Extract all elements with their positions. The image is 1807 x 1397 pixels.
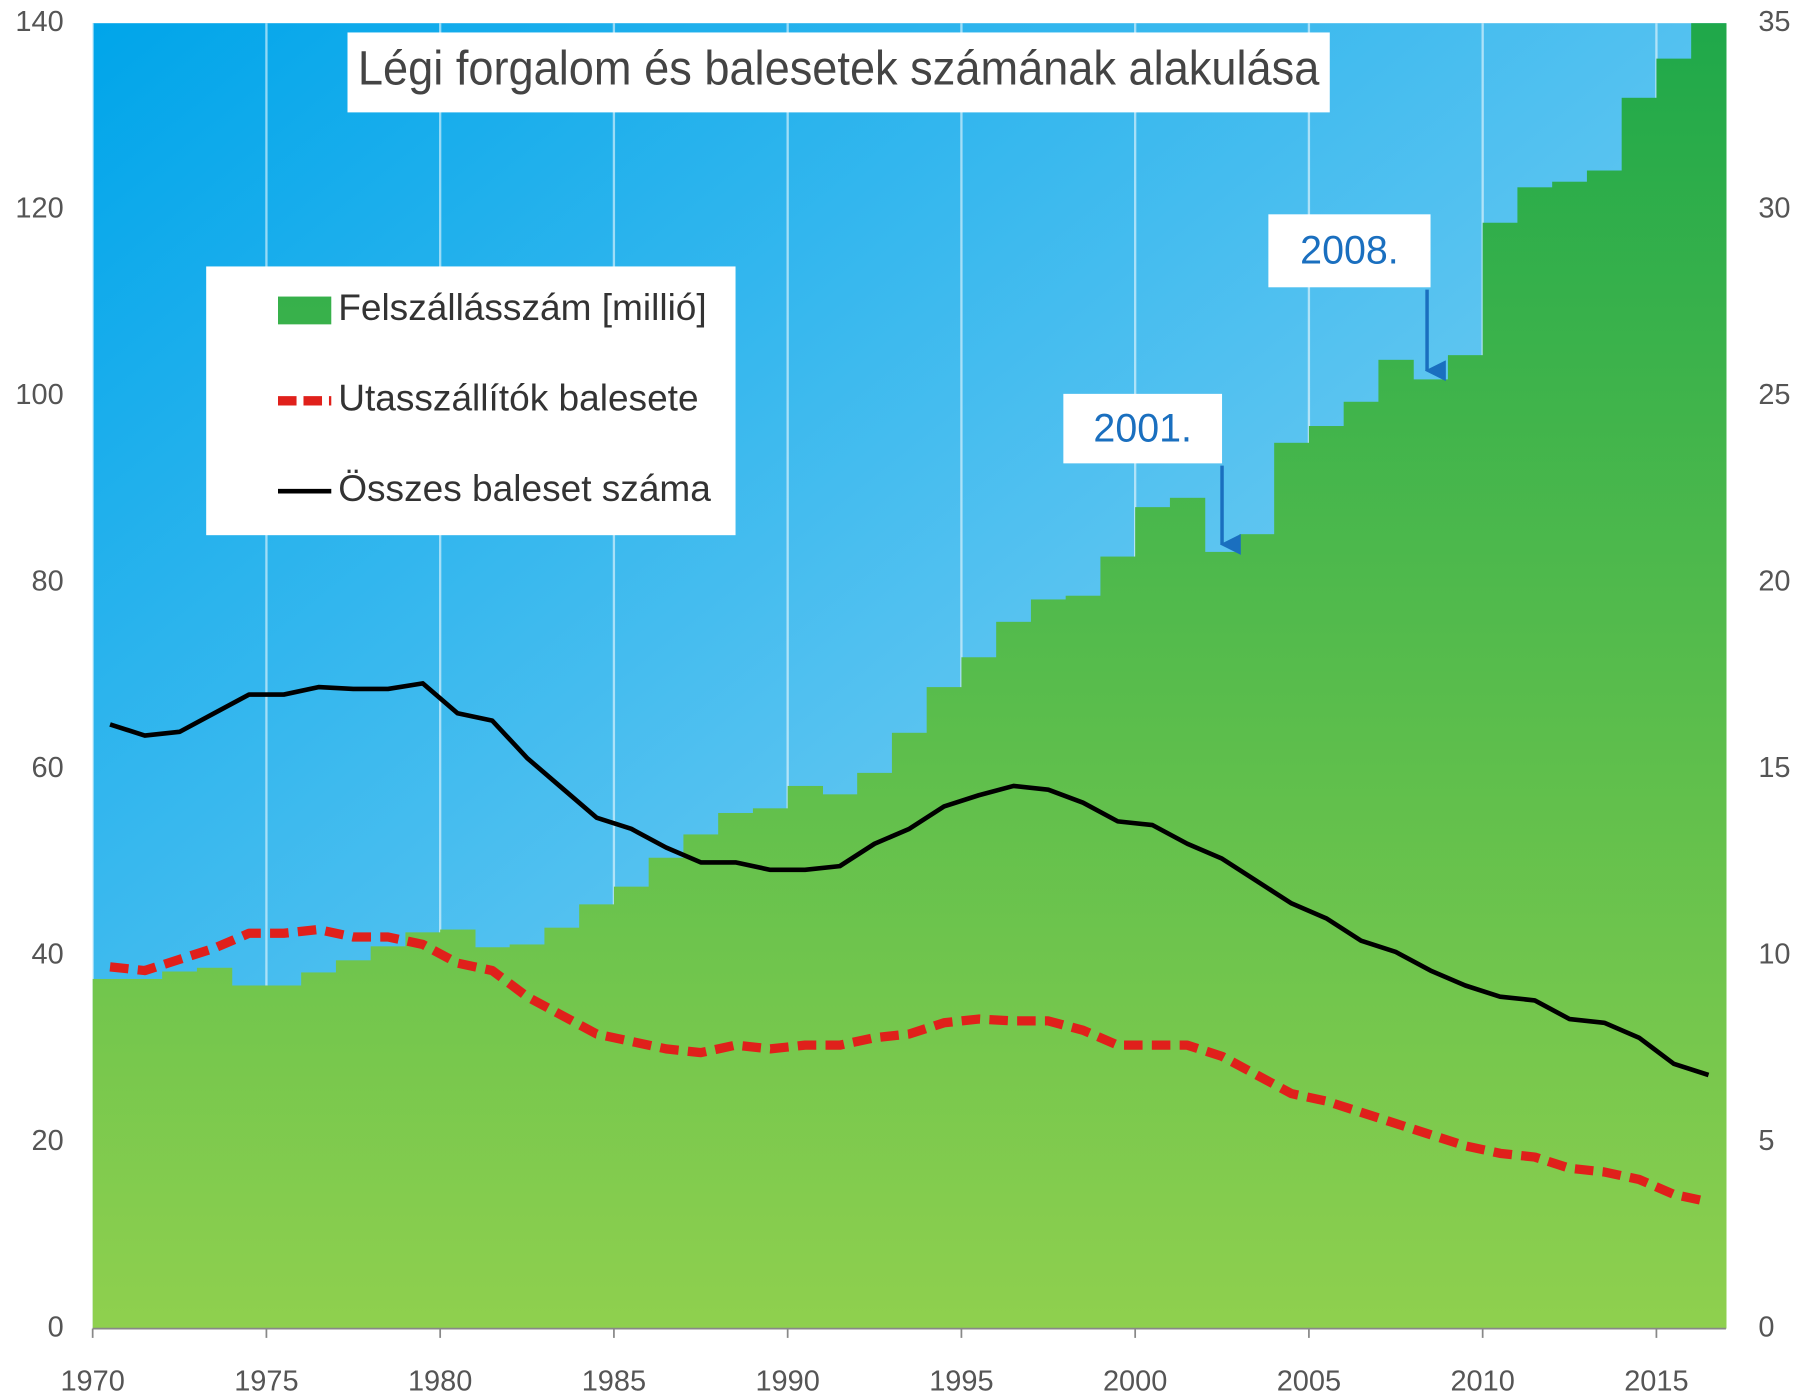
bar (1656, 58, 1692, 1329)
bar (961, 657, 997, 1329)
bar (1274, 442, 1310, 1329)
x-tick-label: 2000 (1103, 1366, 1167, 1397)
bar (196, 967, 233, 1329)
bar (335, 960, 372, 1329)
legend-label: Összes baleset száma (338, 467, 711, 509)
bar (1621, 97, 1657, 1329)
bar (474, 947, 511, 1329)
bar (405, 932, 441, 1329)
bar (1065, 595, 1101, 1329)
title-box (347, 32, 1330, 113)
bar (231, 985, 267, 1329)
y2-tick-label: 20 (1758, 565, 1790, 597)
x-tick-label: 1975 (234, 1366, 298, 1397)
annotation: 2001. (1093, 406, 1192, 450)
bar (1135, 507, 1171, 1329)
bar (1343, 401, 1379, 1329)
bar (92, 978, 128, 1329)
bar (648, 857, 684, 1329)
bar (1586, 170, 1623, 1329)
bar (1413, 379, 1449, 1329)
x-tick-label: 1990 (755, 1366, 819, 1397)
series-line (109, 924, 1710, 1207)
bar (718, 812, 754, 1329)
y-tick-label: 0 (48, 1311, 64, 1343)
bar (613, 886, 650, 1329)
bar (127, 978, 163, 1329)
bar (301, 972, 337, 1329)
legend-swatch (278, 296, 332, 325)
y-tick-label: 80 (32, 565, 64, 597)
y2-tick-label: 30 (1758, 192, 1790, 224)
bar (1552, 181, 1588, 1329)
bar (926, 687, 962, 1329)
bar (579, 904, 615, 1329)
y2-tick-label: 10 (1758, 938, 1790, 970)
x-tick-label: 2015 (1624, 1366, 1688, 1397)
legend-label: Utasszállítók balesete (338, 377, 698, 419)
x-tick-label: 1980 (408, 1366, 472, 1397)
bar (1169, 497, 1206, 1329)
y-tick-label: 60 (32, 752, 64, 784)
bar (1308, 426, 1345, 1329)
y2-tick-label: 0 (1758, 1311, 1774, 1343)
bar (683, 834, 719, 1329)
bar (544, 927, 580, 1329)
annotation-box (1063, 393, 1223, 464)
y2-tick-label: 5 (1758, 1125, 1774, 1157)
y-tick-label: 20 (32, 1125, 64, 1157)
bar (822, 794, 858, 1329)
annotation-box (1268, 214, 1431, 288)
y-tick-label: 100 (15, 379, 63, 411)
bar (1378, 359, 1414, 1329)
x-tick-label: 1970 (60, 1366, 124, 1397)
y2-tick-label: 25 (1758, 379, 1790, 411)
bar (752, 808, 789, 1329)
bar (1447, 355, 1484, 1329)
bar (266, 985, 302, 1329)
x-tick-label: 2010 (1450, 1366, 1514, 1397)
annotation: 2008. (1300, 229, 1399, 273)
bar (1482, 222, 1518, 1329)
y-tick-label: 120 (15, 192, 63, 224)
bar (1204, 551, 1240, 1329)
y2-tick-label: 35 (1758, 6, 1790, 38)
bar (509, 944, 545, 1329)
bar (1100, 556, 1136, 1329)
bar (787, 785, 823, 1329)
bar (1691, 23, 1727, 1329)
bar (440, 929, 476, 1329)
y2-tick-label: 15 (1758, 752, 1790, 784)
bar (1517, 187, 1553, 1329)
bar (1030, 599, 1067, 1329)
x-tick-label: 2005 (1277, 1366, 1341, 1397)
bar (996, 621, 1032, 1329)
x-tick-label: 1995 (929, 1366, 993, 1397)
legend-label: Felszállásszám [millió] (338, 286, 706, 328)
bar (162, 971, 198, 1329)
y-tick-label: 140 (15, 6, 63, 38)
series-line (109, 681, 1710, 1078)
y-tick-label: 40 (32, 938, 64, 970)
chart-title: Légi forgalom és balesetek számának alak… (358, 42, 1320, 96)
x-tick-label: 1985 (582, 1366, 646, 1397)
bar (1239, 534, 1275, 1329)
bar (857, 772, 893, 1329)
bar (370, 946, 406, 1329)
